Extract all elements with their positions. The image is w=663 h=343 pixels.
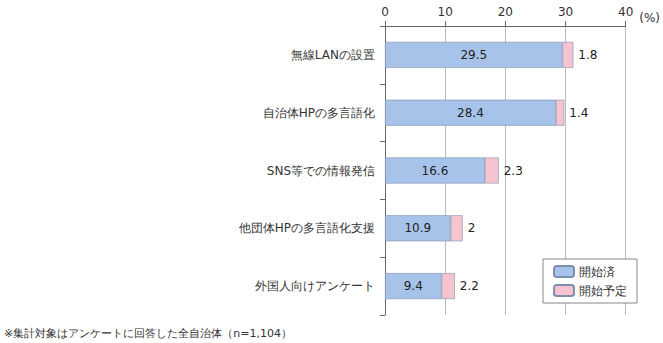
- svg-text:2: 2: [468, 221, 476, 235]
- svg-text:無線LANの設置: 無線LANの設置: [291, 48, 375, 62]
- svg-text:自治体HPの多言語化: 自治体HPの多言語化: [263, 106, 375, 120]
- svg-text:9.4: 9.4: [404, 279, 423, 293]
- svg-text:20: 20: [498, 5, 513, 19]
- svg-text:※集計対象はアンケートに回答した全自治体（n=1,104）: ※集計対象はアンケートに回答した全自治体（n=1,104）: [4, 327, 292, 340]
- svg-text:29.5: 29.5: [460, 48, 487, 62]
- svg-text:0: 0: [381, 5, 389, 19]
- svg-text:30: 30: [558, 5, 573, 19]
- svg-text:SNS等での情報発信: SNS等での情報発信: [267, 164, 375, 178]
- svg-text:10: 10: [438, 5, 453, 19]
- svg-text:2.2: 2.2: [460, 279, 479, 293]
- svg-text:16.6: 16.6: [422, 164, 449, 178]
- svg-text:1.4: 1.4: [569, 106, 588, 120]
- svg-text:40: 40: [618, 5, 633, 19]
- svg-text:開始予定: 開始予定: [579, 284, 627, 298]
- svg-text:10.9: 10.9: [404, 221, 431, 235]
- svg-text:開始済: 開始済: [579, 265, 615, 279]
- svg-text:2.3: 2.3: [504, 164, 523, 178]
- svg-text:1.8: 1.8: [578, 48, 597, 62]
- svg-text:(%): (%): [639, 11, 660, 25]
- svg-text:外国人向けアンケート: 外国人向けアンケート: [255, 279, 375, 293]
- svg-text:他団体HPの多言語化支援: 他団体HPの多言語化支援: [239, 221, 375, 235]
- svg-text:28.4: 28.4: [457, 106, 484, 120]
